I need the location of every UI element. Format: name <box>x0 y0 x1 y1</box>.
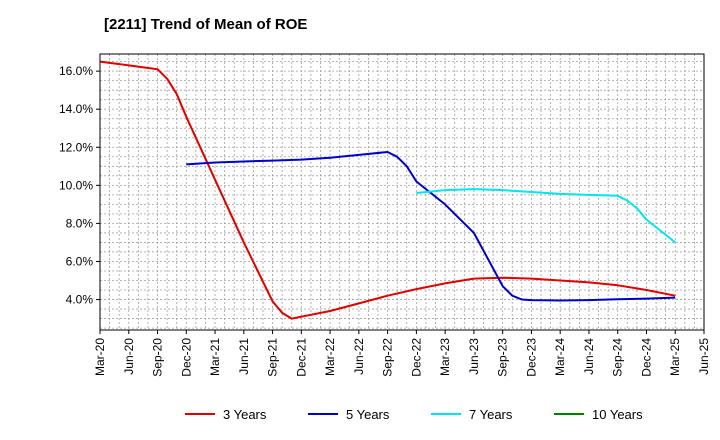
chart-title: [2211] Trend of Mean of ROE <box>104 16 308 33</box>
y-tick-label: 8.0% <box>66 216 94 230</box>
plot-border <box>99 53 705 331</box>
series-line-3-years <box>99 60 676 320</box>
y-tick-label: 10.0% <box>59 178 93 192</box>
x-tick-label: Mar-22 <box>323 338 337 376</box>
x-tick-label: Jun-25 <box>697 338 711 375</box>
x-tick-label: Sep-20 <box>151 338 165 377</box>
x-tick-label: Mar-24 <box>553 338 567 376</box>
series-lines <box>99 60 676 320</box>
x-tick-label: Jun-21 <box>237 338 251 375</box>
x-tick-label: Jun-20 <box>122 338 136 375</box>
grid <box>100 54 704 330</box>
x-tick-label: Dec-20 <box>179 338 193 377</box>
y-tick-label: 16.0% <box>59 64 93 78</box>
x-tick-label: Dec-24 <box>639 338 653 377</box>
legend-label: 10 Years <box>592 407 643 422</box>
x-tick-label: Mar-25 <box>668 338 682 376</box>
x-tick-label: Sep-23 <box>496 338 510 377</box>
x-tick-label: Jun-22 <box>352 338 366 375</box>
x-tick-label: Sep-24 <box>611 338 625 377</box>
x-tick-label: Mar-21 <box>208 338 222 376</box>
series-line-7-years <box>416 188 676 244</box>
legend-label: 3 Years <box>223 407 267 422</box>
y-tick-label: 4.0% <box>66 293 94 307</box>
x-tick-label: Mar-23 <box>438 338 452 376</box>
x-tick-label: Dec-21 <box>294 338 308 377</box>
y-tick-label: 14.0% <box>59 102 93 116</box>
legend: 3 Years 5 Years 7 Years 10 Years <box>185 407 643 422</box>
y-tick-label: 12.0% <box>59 140 93 154</box>
x-tick-label: Sep-21 <box>266 338 280 377</box>
y-axis: 4.0% 6.0% 8.0% 10.0% 12.0% 14.0% 16.0% <box>59 64 100 307</box>
x-axis: Mar-20 Jun-20 Sep-20 Dec-20 Mar-21 Jun-21 Sep-… <box>93 330 711 377</box>
x-tick-label: Mar-20 <box>93 338 107 376</box>
legend-label: 5 Years <box>346 407 390 422</box>
x-tick-label: Dec-23 <box>524 338 538 377</box>
x-tick-label: Dec-22 <box>409 338 423 377</box>
x-tick-label: Sep-22 <box>381 338 395 377</box>
x-tick-label: Jun-23 <box>467 338 481 375</box>
legend-label: 7 Years <box>469 407 513 422</box>
y-tick-label: 6.0% <box>66 254 94 268</box>
x-tick-label: Jun-24 <box>582 338 596 375</box>
series-line-5-years <box>186 151 676 302</box>
